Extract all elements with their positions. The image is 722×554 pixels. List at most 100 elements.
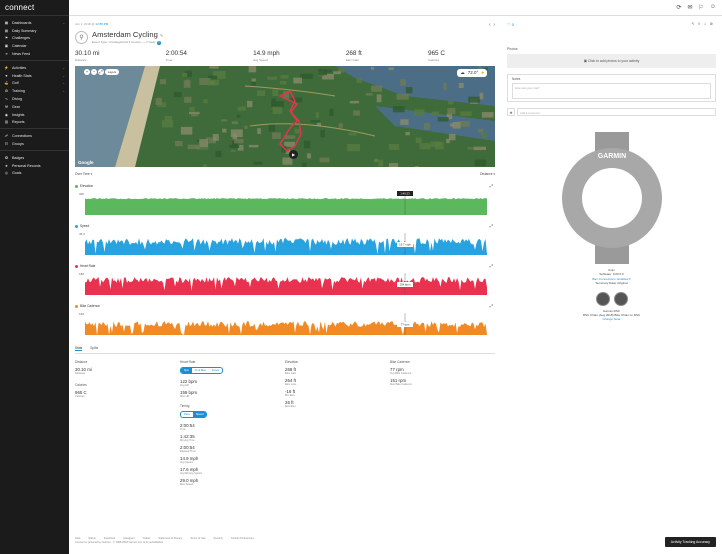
stat-label: Avg HR [180, 384, 189, 387]
gear-count-badge[interactable]: 1 [157, 41, 161, 45]
expand-icon[interactable]: ⤢ [489, 223, 493, 228]
rating-star-icon[interactable]: ★ [507, 108, 515, 116]
stat-label: Moving Time [180, 439, 195, 442]
activity-tracking-accuracy-button[interactable]: Activity Tracking Accuracy [664, 537, 716, 547]
change-gear-link[interactable]: Change Gear [602, 317, 621, 322]
footer-link-cookie-preferences[interactable]: Cookie Preferences [230, 537, 254, 540]
zoom-out-icon[interactable]: − [91, 69, 97, 75]
settings-icon[interactable]: ⚙ [709, 22, 716, 26]
hr-max-option[interactable]: % of Max [195, 369, 206, 372]
graph-title: Elevation [80, 184, 94, 188]
map-layers-button[interactable]: Layers [105, 69, 119, 75]
graph-heart-rate[interactable]: Heart Rate ⤢ 180 154 bpm [75, 263, 495, 296]
device-sync-icon[interactable]: ⟳ [676, 5, 682, 11]
star-icon[interactable]: ☆ [703, 22, 710, 26]
notes-input[interactable]: How was your ride? [512, 83, 711, 99]
like-button[interactable]: ♡ 0 [507, 22, 514, 27]
stat-label: Elev Gain [345, 58, 359, 62]
sidebar-item-gear[interactable]: ⚒ Gear [0, 103, 69, 111]
graph-plot[interactable]: 160 77 rpm [75, 310, 489, 336]
sidebar-item-goals[interactable]: ◎ Goals [0, 170, 69, 178]
hr-bpm-option[interactable]: bpm [181, 368, 193, 373]
edit-icon[interactable]: ✎ [691, 22, 698, 26]
add-photos-button[interactable]: ▣ Click to add photos to your activity [507, 54, 716, 68]
map-controls: + − ⤢ Layers [84, 69, 119, 75]
fullscreen-icon[interactable]: ⤢ [98, 69, 104, 75]
next-activity-icon[interactable]: › [493, 22, 495, 28]
activity-title[interactable]: Amsterdam Cycling ✎ [92, 30, 164, 39]
graph-elevation[interactable]: Elevation ⤢ 32ft 1:40:23 [75, 183, 495, 216]
sidebar-item-reports[interactable]: ▥ Reports [0, 119, 69, 127]
footer-link-help[interactable]: Help [75, 537, 81, 540]
sidebar-item-golf[interactable]: ⛳ Golf ⌄ [0, 80, 69, 88]
chevron-down-icon[interactable]: ⌄ [62, 89, 65, 94]
expand-icon[interactable]: ⤢ [489, 303, 493, 308]
series-area [85, 277, 487, 295]
personal-records-icon: ★ [4, 163, 9, 168]
over-time-select[interactable]: Over Time ▾ [75, 172, 93, 176]
graph-speed[interactable]: Speed ⤢ 45.0 15.7 mph [75, 223, 495, 256]
footer-link-terms-of-use[interactable]: Terms of Use [190, 537, 206, 540]
sidebar-item-label: Goals [12, 171, 22, 176]
speed-option[interactable]: Speed [192, 412, 207, 417]
notification-icon[interactable]: ⚐ [698, 5, 704, 11]
sidebar-item-news-feed[interactable]: ≡ News Feed [0, 50, 69, 58]
footer-link-status[interactable]: Status [88, 537, 96, 540]
edit-title-icon[interactable]: ✎ [159, 33, 164, 38]
zoom-in-icon[interactable]: + [84, 69, 90, 75]
sidebar-item-badges[interactable]: ✪ Badges [0, 154, 69, 162]
profile-avatar-icon[interactable]: ☺ [709, 4, 716, 10]
footer-link-facebook[interactable]: Facebook [103, 537, 116, 540]
sidebar-item-challenges[interactable]: ⚑ Challenges [0, 35, 69, 43]
health-stats-icon: ♥ [5, 73, 8, 78]
sidebar-item-diving[interactable]: ∿ Diving [0, 95, 69, 103]
graph-plot[interactable]: 32ft 1:40:23 [75, 190, 489, 216]
graph-plot[interactable]: 45.0 15.7 mph [75, 230, 489, 256]
pace-option[interactable]: Pace [184, 413, 190, 416]
chevron-down-icon[interactable]: ⌄ [62, 81, 65, 86]
sidebar-item-activities[interactable]: ⚡ Activities ⌄ [0, 64, 69, 72]
stat-value: 14.9 mph [180, 456, 199, 461]
sidebar-item-calendar[interactable]: ▣ Calendar [0, 42, 69, 50]
comment-input[interactable]: Add a comment... [517, 108, 716, 116]
sidebar-item-personal-records[interactable]: ★ Personal Records [0, 162, 69, 170]
sidebar-item-dashboards[interactable]: ▦ Dashboards ⌄ [0, 19, 69, 27]
play-route-icon[interactable]: ▶ [289, 150, 298, 159]
chevron-down-icon[interactable]: ⌄ [62, 20, 65, 25]
share-icon[interactable]: ⇪ [697, 22, 704, 26]
activity-time-link[interactable]: 12:55 PM [95, 22, 109, 26]
sidebar-item-health-stats[interactable]: ♥ Health Stats ⌄ [0, 72, 69, 80]
sensor-icons [507, 291, 716, 306]
sidebar-item-groups[interactable]: ☷ Groups [0, 140, 69, 148]
tab-splits[interactable]: Splits [90, 346, 99, 350]
device-connections[interactable]: Barr Connections: Enabled ▾ [592, 276, 631, 281]
sidebar-item-insights[interactable]: ◉ Insights [0, 111, 69, 119]
x-axis-select[interactable]: Distance ▾ [480, 172, 495, 176]
sidebar-item-daily-summary[interactable]: ▤ Daily Summary [0, 27, 69, 35]
stat-label: Elev Loss [285, 383, 297, 386]
graph-bike-cadence[interactable]: Bike Cadence ⤢ 160 77 rpm [75, 303, 495, 336]
cursor-value: 1:40:23 [400, 192, 410, 196]
satellite-map[interactable] [75, 66, 495, 167]
expand-icon[interactable]: ⤢ [489, 183, 493, 188]
chevron-down-icon[interactable]: ⌄ [62, 65, 65, 70]
tab-stats[interactable]: Stats [75, 346, 83, 351]
gear-icon: ⚒ [4, 104, 9, 109]
sidebar-item-connections[interactable]: ☍ Connections [0, 132, 69, 140]
prev-activity-icon[interactable]: ‹ [488, 22, 491, 28]
device-software: Software: 9.00.0.0 [599, 272, 624, 277]
graph-plot[interactable]: 180 154 bpm [75, 270, 489, 296]
footer-link-security[interactable]: Security [213, 537, 223, 540]
footer-link-twitter[interactable]: Twitter [142, 537, 151, 540]
sidebar-item-training[interactable]: ⚙ Training ⌄ [0, 87, 69, 95]
comment-row: ★ Add a comment... [507, 108, 716, 116]
connect-logo[interactable]: connect [0, 0, 69, 16]
activity-map[interactable]: + − ⤢ Layers ☁ 72.0° ● ▶ Google [75, 66, 495, 167]
footer-link-statement-of-privacy[interactable]: Statement of Privacy [158, 537, 183, 540]
chevron-down-icon[interactable]: ⌄ [62, 73, 65, 78]
footer-link-instagram[interactable]: Instagram [123, 537, 135, 540]
hr-zones-option[interactable]: Zones [211, 369, 220, 372]
weather-widget[interactable]: ☁ 72.0° ● [457, 69, 487, 77]
inbox-icon[interactable]: ✉ [687, 5, 693, 11]
expand-icon[interactable]: ⤢ [489, 263, 493, 268]
